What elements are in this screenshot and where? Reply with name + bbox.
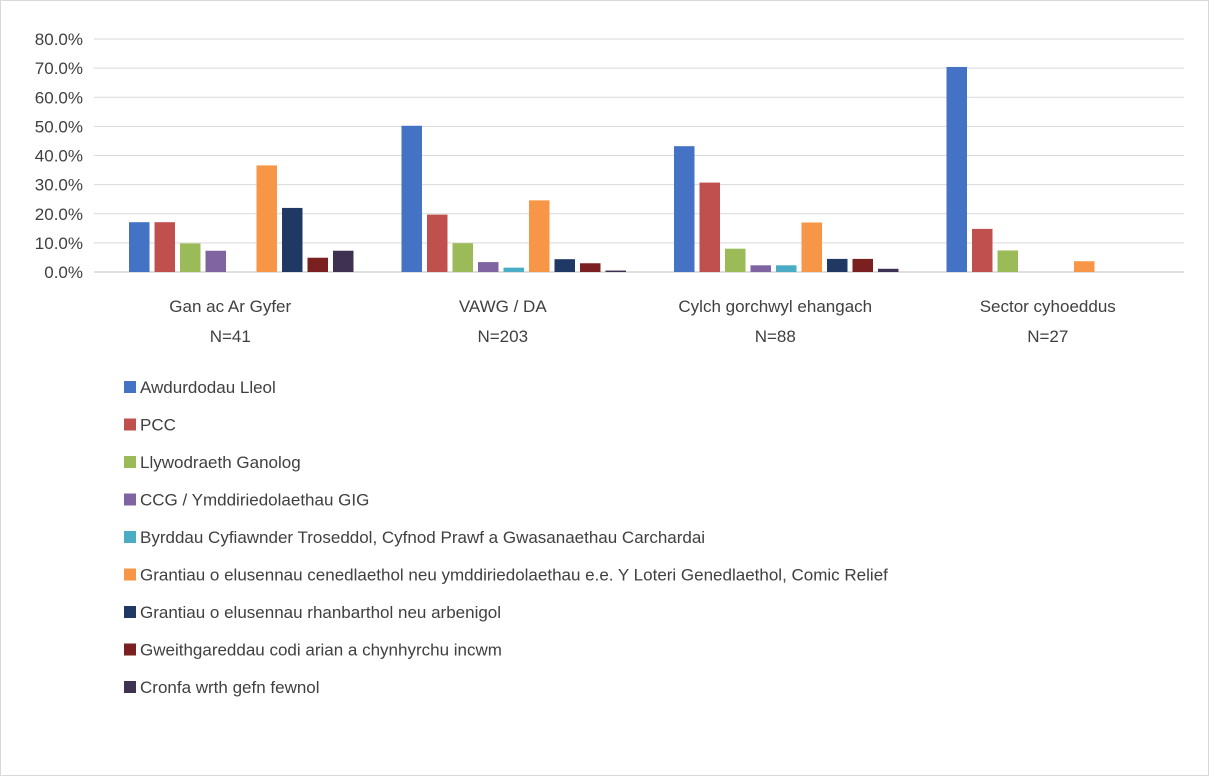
- y-tick-label: 80.0%: [35, 30, 83, 49]
- bar: [580, 263, 601, 272]
- x-category-label: VAWG / DA: [459, 297, 548, 316]
- bar: [427, 214, 448, 272]
- x-category-label: Gan ac Ar Gyfer: [169, 297, 291, 316]
- bar: [129, 222, 150, 272]
- legend-label: PCC: [140, 416, 176, 435]
- bar: [997, 250, 1018, 272]
- y-tick-label: 60.0%: [35, 88, 83, 107]
- legend-label: Cronfa wrth gefn fewnol: [140, 678, 320, 697]
- bar: [205, 250, 226, 272]
- legend-swatch: [124, 643, 136, 656]
- legend-swatch: [124, 681, 136, 693]
- bar: [699, 182, 720, 272]
- legend-label: Grantiau o elusennau cenedlaethol neu ym…: [140, 566, 888, 585]
- bar: [503, 267, 524, 272]
- legend-swatch: [124, 418, 136, 431]
- y-tick-label: 0.0%: [44, 263, 83, 282]
- y-tick-label: 10.0%: [35, 234, 83, 253]
- legend-swatch: [124, 456, 136, 468]
- bar: [827, 258, 848, 272]
- legend-label: CCG / Ymddiriedolaethau GIG: [140, 491, 369, 510]
- legend-swatch: [124, 606, 136, 618]
- bar: [180, 243, 201, 272]
- bar: [946, 66, 967, 273]
- x-category-label: N=88: [755, 327, 796, 346]
- x-category-label: N=27: [1027, 327, 1068, 346]
- x-category-label: Cylch gorchwyl ehangach: [678, 297, 872, 316]
- bar: [452, 243, 473, 272]
- bar: [972, 228, 993, 272]
- y-tick-label: 70.0%: [35, 59, 83, 78]
- bar: [674, 146, 695, 272]
- legend-swatch: [124, 568, 136, 581]
- legend-swatch: [124, 531, 136, 543]
- y-tick-label: 50.0%: [35, 117, 83, 136]
- bar: [725, 248, 746, 272]
- legend-label: Byrddau Cyfiawnder Troseddol, Cyfnod Pra…: [140, 528, 705, 547]
- legend-label: Gweithgareddau codi arian a chynhyrchu i…: [140, 641, 502, 660]
- bar: [401, 125, 422, 272]
- bar: [154, 222, 175, 272]
- bar: [478, 262, 499, 272]
- legend-label: Llywodraeth Ganolog: [140, 453, 301, 472]
- y-tick-label: 40.0%: [35, 147, 83, 166]
- legend-swatch: [124, 381, 136, 393]
- bar: [1074, 261, 1095, 272]
- y-tick-label: 30.0%: [35, 176, 83, 195]
- x-category-label: Sector cyhoeddus: [980, 297, 1116, 316]
- bar: [307, 257, 328, 272]
- bar: [878, 268, 899, 272]
- bar: [333, 250, 354, 272]
- x-category-label: N=203: [477, 327, 528, 346]
- bar: [282, 207, 303, 272]
- bar: [554, 259, 575, 272]
- bar: [750, 265, 771, 272]
- legend-label: Grantiau o elusennau rhanbarthol neu arb…: [140, 603, 501, 622]
- bar: [801, 222, 822, 272]
- bar: [776, 265, 797, 272]
- bar: [529, 200, 550, 272]
- bar: [605, 270, 626, 272]
- legend-swatch: [124, 493, 136, 506]
- x-category-label: N=41: [210, 327, 251, 346]
- legend-label: Awdurdodau Lleol: [140, 378, 276, 397]
- y-tick-label: 20.0%: [35, 205, 83, 224]
- bar: [256, 165, 277, 272]
- bar: [852, 258, 873, 272]
